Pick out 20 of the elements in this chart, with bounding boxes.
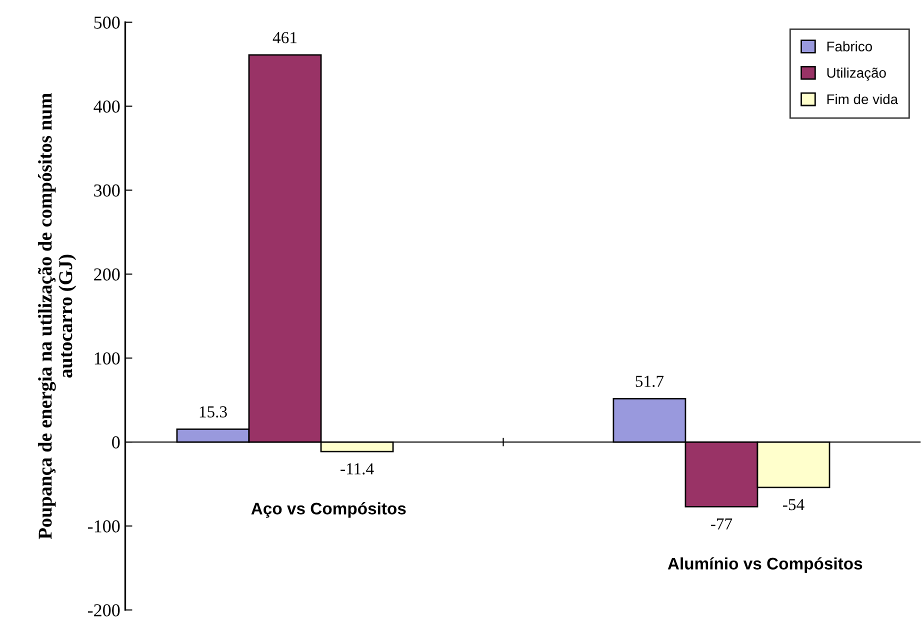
y-tick-label: 500 <box>94 16 120 29</box>
y-tick-label: 0 <box>112 436 120 448</box>
y-tick-label: 200 <box>94 268 120 281</box>
y-tick-label: 400 <box>94 100 120 113</box>
legend-label: Fabrico <box>827 41 872 52</box>
y-tick-label: -100 <box>88 520 120 532</box>
y-axis-title: Poupança de energia na utilização de compósitos num autocarro (GJ) <box>38 93 76 540</box>
y-tick-label: 100 <box>94 352 120 365</box>
legend-label: Fim de vida <box>827 94 898 104</box>
x-tick-label: Alumínio vs Compósitos <box>668 557 862 573</box>
y-tick-label: -200 <box>88 604 120 616</box>
y-tick-label: 300 <box>94 184 120 197</box>
data-label: 15.3 <box>200 406 227 418</box>
data-label: 51.7 <box>636 376 664 387</box>
x-tick-label: Aço vs Compósitos <box>251 502 406 518</box>
data-label: -11.4 <box>340 463 374 475</box>
data-label: 461 <box>272 32 297 44</box>
data-label: -54 <box>783 499 804 510</box>
legend-label: Utilização <box>827 68 886 81</box>
data-label: -77 <box>710 518 732 530</box>
